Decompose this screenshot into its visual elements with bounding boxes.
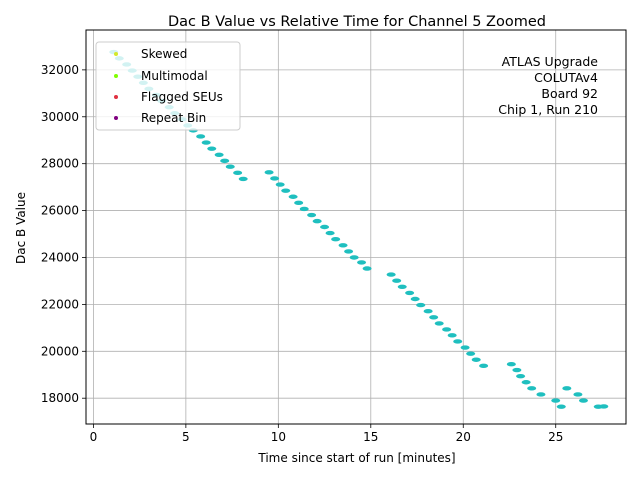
legend-marker-multimodal bbox=[114, 74, 118, 78]
annotation-line-3: Board 92 bbox=[541, 86, 598, 101]
data-point bbox=[512, 367, 522, 373]
data-point bbox=[429, 315, 439, 320]
data-point bbox=[338, 243, 348, 248]
data-point bbox=[506, 361, 516, 367]
data-point bbox=[325, 230, 335, 236]
data-point bbox=[453, 339, 463, 344]
data-point bbox=[312, 218, 322, 224]
data-point bbox=[562, 386, 572, 391]
data-point bbox=[573, 392, 583, 397]
x-tick-label: 0 bbox=[90, 430, 98, 444]
y-tick-label: 24000 bbox=[41, 250, 79, 264]
data-point bbox=[349, 255, 359, 260]
data-point bbox=[416, 302, 426, 308]
data-point bbox=[516, 373, 526, 379]
x-axis: 0 5 10 15 20 25 bbox=[90, 424, 563, 444]
data-point bbox=[551, 398, 561, 403]
y-tick-label: 26000 bbox=[41, 204, 79, 218]
legend: Skewed Multimodal Flagged SEUs Repeat Bi… bbox=[95, 41, 241, 131]
data-point bbox=[527, 386, 537, 391]
legend-label-skewed: Skewed bbox=[141, 47, 187, 61]
annotation-line-1: ATLAS Upgrade bbox=[502, 54, 599, 69]
data-point bbox=[214, 152, 224, 157]
data-point bbox=[357, 260, 367, 265]
data-point bbox=[270, 176, 280, 181]
data-point bbox=[442, 327, 452, 332]
legend-label-repeat-bin: Repeat Bin bbox=[141, 111, 206, 125]
y-tick-label: 18000 bbox=[41, 391, 79, 405]
data-point bbox=[362, 266, 372, 271]
data-point bbox=[233, 170, 243, 176]
y-tick-label: 28000 bbox=[41, 157, 79, 171]
data-point bbox=[521, 380, 531, 385]
data-point bbox=[392, 278, 402, 283]
plot-frame bbox=[85, 29, 627, 425]
data-point bbox=[281, 188, 291, 193]
y-axis: 18000 20000 22000 24000 26000 28000 30000 32000 bbox=[41, 63, 86, 405]
data-point bbox=[397, 284, 407, 290]
data-point bbox=[410, 296, 420, 302]
data-point bbox=[386, 272, 396, 277]
legend-marker-repeat-bin bbox=[114, 116, 118, 120]
annotation-line-2: COLUTAv4 bbox=[534, 70, 598, 85]
data-point bbox=[578, 398, 588, 403]
data-point bbox=[220, 158, 230, 164]
legend-label-flagged-seus: Flagged SEUs bbox=[141, 90, 223, 104]
data-point bbox=[599, 404, 609, 409]
data-point bbox=[466, 351, 476, 356]
data-point bbox=[405, 290, 415, 296]
data-point bbox=[294, 200, 304, 206]
data-point bbox=[307, 212, 317, 218]
run-annotation: ATLAS Upgrade COLUTAv4 Board 92 Chip 1, … bbox=[498, 54, 598, 117]
data-point bbox=[201, 140, 211, 145]
data-point bbox=[434, 321, 444, 326]
data-point bbox=[344, 249, 354, 254]
data-point bbox=[331, 236, 341, 242]
legend-box bbox=[95, 41, 241, 131]
x-tick-label: 5 bbox=[182, 430, 190, 444]
data-point bbox=[264, 170, 274, 175]
x-tick-label: 20 bbox=[456, 430, 471, 444]
legend-marker-skewed bbox=[114, 52, 118, 56]
data-point bbox=[225, 164, 235, 169]
legend-label-multimodal: Multimodal bbox=[141, 69, 208, 83]
x-tick-label: 25 bbox=[548, 430, 563, 444]
data-point bbox=[207, 146, 217, 151]
data-point bbox=[238, 176, 248, 182]
chart-title: Dac B Value vs Relative Time for Channel… bbox=[168, 14, 546, 30]
y-tick-label: 32000 bbox=[41, 63, 79, 77]
data-point bbox=[447, 333, 457, 338]
data-point bbox=[556, 404, 566, 409]
data-point bbox=[320, 224, 330, 230]
y-tick-label: 22000 bbox=[41, 297, 79, 311]
data-point bbox=[460, 345, 470, 350]
annotation-line-4: Chip 1, Run 210 bbox=[498, 102, 598, 117]
data-point bbox=[471, 357, 481, 362]
y-tick-label: 20000 bbox=[41, 344, 79, 358]
data-point bbox=[288, 194, 298, 199]
data-point bbox=[536, 392, 546, 397]
x-axis-label: Time since start of run [minutes] bbox=[257, 451, 455, 465]
data-point bbox=[479, 363, 489, 369]
legend-marker-flagged-seus bbox=[114, 95, 118, 99]
y-axis-label: Dac B Value bbox=[14, 192, 28, 264]
data-point bbox=[423, 308, 433, 314]
y-tick-label: 30000 bbox=[41, 110, 79, 124]
data-point bbox=[299, 206, 309, 212]
data-point bbox=[196, 134, 206, 139]
x-tick-label: 10 bbox=[271, 430, 286, 444]
x-tick-label: 15 bbox=[363, 430, 378, 444]
data-point bbox=[275, 182, 285, 187]
